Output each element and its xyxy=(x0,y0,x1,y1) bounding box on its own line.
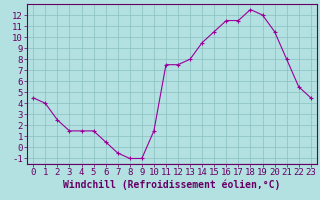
X-axis label: Windchill (Refroidissement éolien,°C): Windchill (Refroidissement éolien,°C) xyxy=(63,180,281,190)
